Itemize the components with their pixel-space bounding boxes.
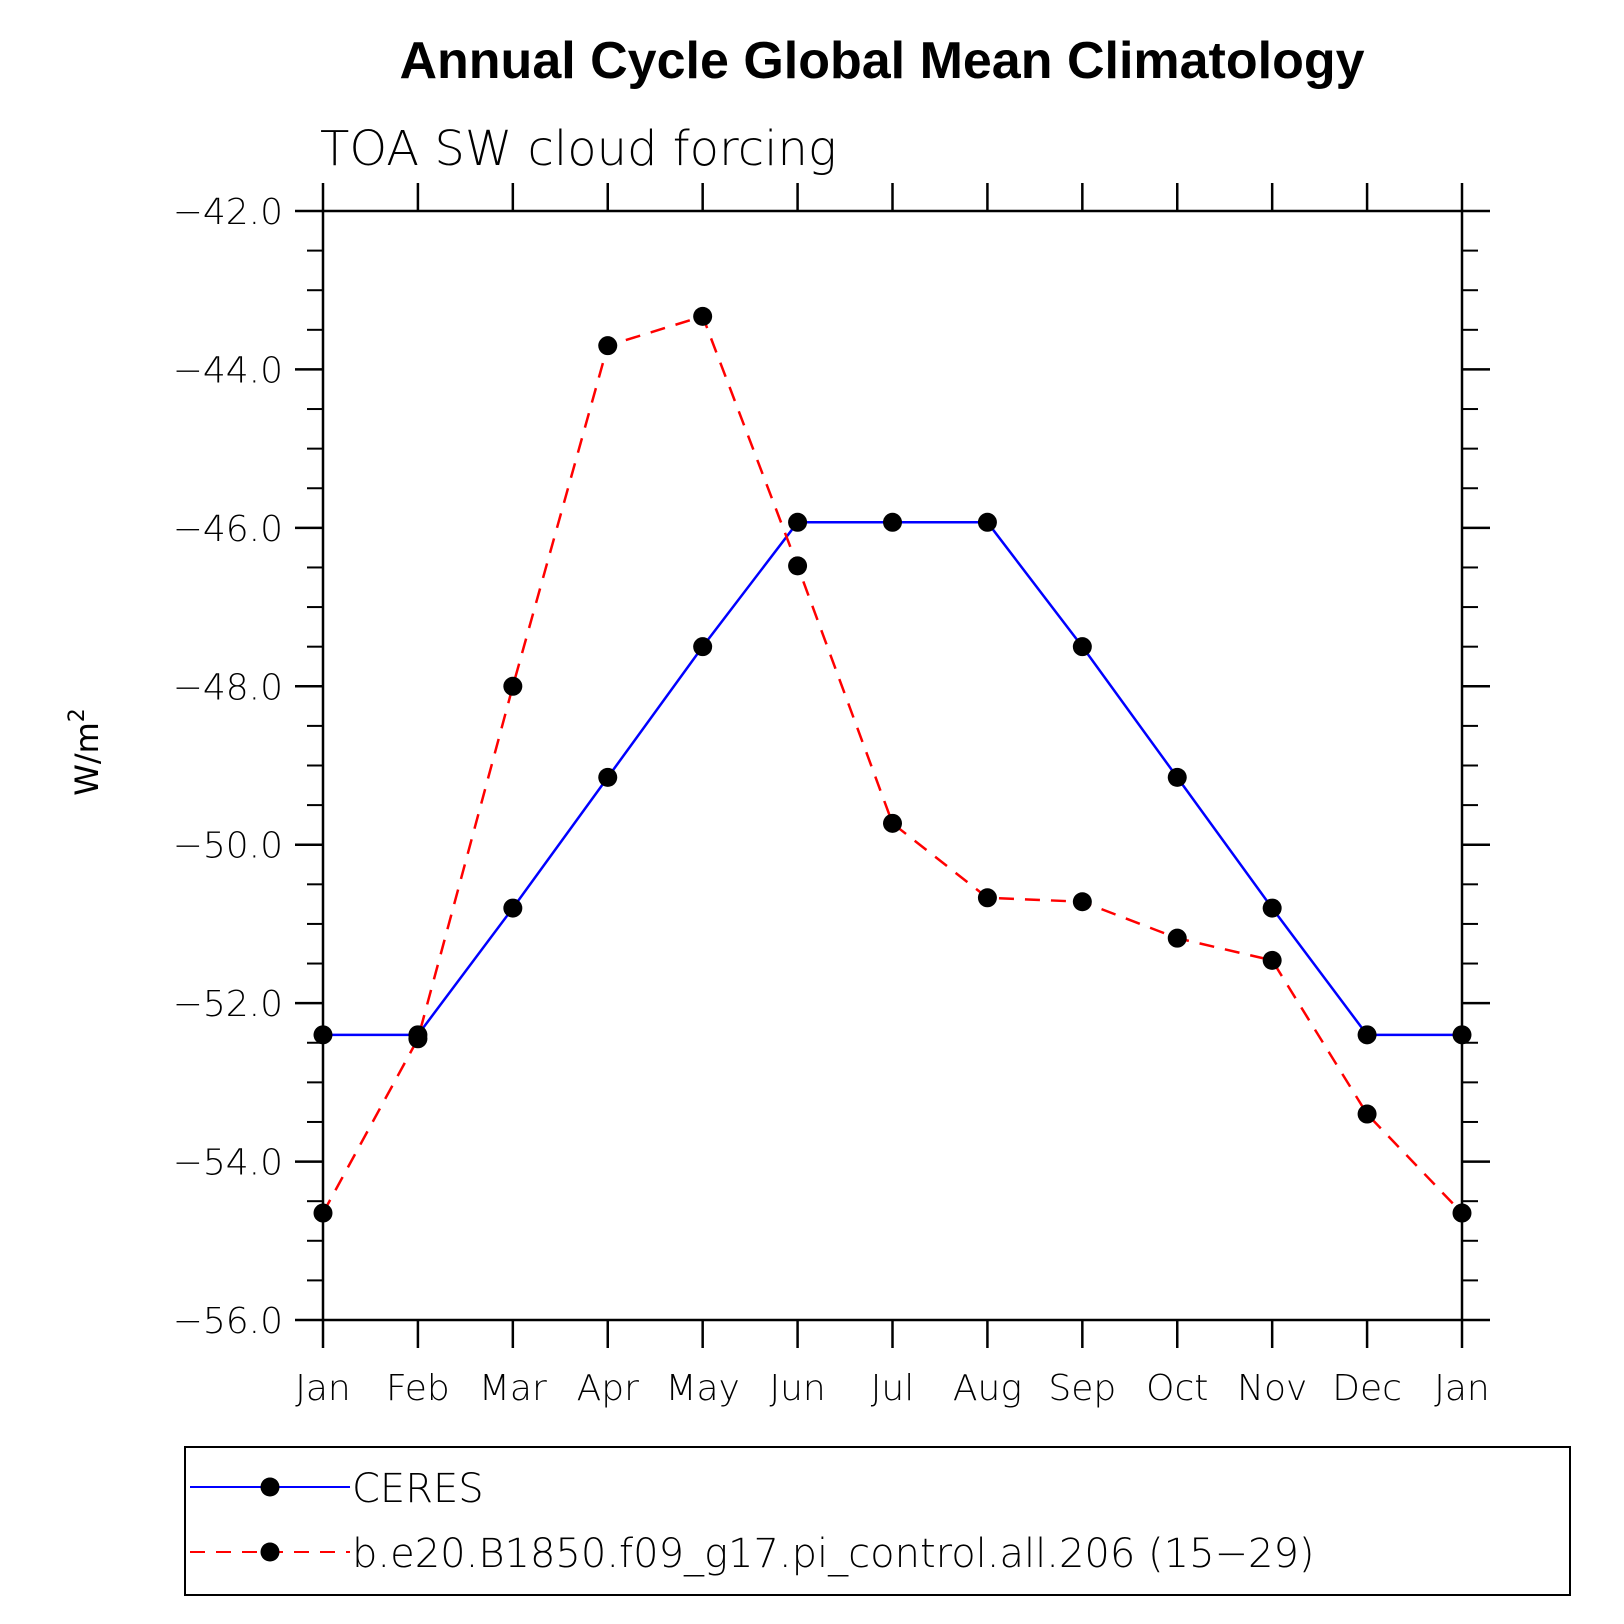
chart-subtitle: TOA SW cloud forcing	[320, 121, 837, 177]
series-1-point	[1072, 892, 1092, 912]
x-tick-label: Feb	[386, 1368, 450, 1409]
svg-text:W/m2: W/m2	[65, 708, 106, 796]
series-0-point	[883, 512, 902, 532]
series-1-point	[1452, 1203, 1472, 1223]
x-tick-label: Jan	[1434, 1368, 1490, 1409]
series-1-point	[883, 813, 902, 833]
series-0-point	[1262, 898, 1282, 918]
y-tick-label: −56.0	[173, 1301, 283, 1342]
x-tick-label: Jun	[769, 1368, 825, 1409]
series-1-point	[1167, 928, 1187, 948]
y-axis-label: W/m2	[65, 708, 106, 796]
series-1-point	[977, 888, 997, 908]
series-0-point	[313, 1025, 333, 1045]
series-0-point	[788, 512, 808, 532]
series-layer	[313, 306, 1472, 1223]
x-tick-label: May	[665, 1368, 739, 1409]
series-1-point	[503, 676, 523, 696]
legend-ceres-marker	[260, 1477, 280, 1497]
legend: CERES b.e20.B1850.f09_g17.pi_control.all…	[184, 1446, 1571, 1596]
x-tick-label: Oct	[1146, 1368, 1208, 1409]
x-tick-label: Apr	[577, 1368, 639, 1409]
x-tick-label: Sep	[1048, 1368, 1116, 1409]
series-0-point	[977, 512, 997, 532]
series-1-point	[1262, 950, 1282, 970]
series-0-point	[1452, 1025, 1472, 1045]
x-tick-label: Mar	[479, 1368, 547, 1409]
legend-ceres-label: CERES	[352, 1466, 484, 1512]
x-tick-label: Jul	[871, 1368, 914, 1409]
series-0-point	[598, 767, 618, 787]
y-tick-label: −46.0	[173, 509, 283, 550]
plot-frame	[321, 209, 1464, 1322]
y-tick-label: −44.0	[173, 350, 283, 391]
series-0-point	[1167, 767, 1187, 787]
series-line-1	[321, 314, 1463, 1214]
y-tick-label: −48.0	[173, 667, 283, 708]
y-tick-label: −42.0	[173, 192, 283, 233]
series-1-point	[408, 1029, 428, 1049]
x-tick-label: Nov	[1237, 1368, 1307, 1409]
series-1-point	[788, 556, 808, 576]
series-0-point	[693, 637, 713, 657]
x-tick-label: Jan	[295, 1368, 351, 1409]
series-1-point	[1357, 1104, 1377, 1124]
x-tick-label: Dec	[1332, 1368, 1402, 1409]
series-0-point	[1357, 1025, 1377, 1045]
series-0-point	[503, 898, 523, 918]
series-1-point	[313, 1203, 333, 1223]
y-axis-label-text: W/m	[68, 722, 106, 796]
y-axis-label-superscript: 2	[65, 708, 90, 722]
chart-title: Annual Cycle Global Mean Climatology	[399, 32, 1364, 90]
axes: −42.0 −44.0 −46.0 −48.0 −50.0 −52.0 −54.0 −56.0…	[173, 183, 1490, 1409]
legend-model-marker	[260, 1542, 280, 1562]
series-1-point	[693, 306, 713, 326]
legend-frame	[184, 1446, 1571, 1596]
series-0-point	[1072, 637, 1092, 657]
x-tick-label: Aug	[953, 1368, 1022, 1409]
y-tick-label: −54.0	[173, 1143, 283, 1184]
y-tick-label: −50.0	[173, 826, 283, 867]
y-tick-label: −52.0	[173, 984, 283, 1025]
legend-model-label: b.e20.B1850.f09_g17.pi_control.all.206 (…	[352, 1531, 1315, 1577]
series-line-0	[323, 521, 1462, 1037]
series-1-point	[598, 336, 618, 356]
